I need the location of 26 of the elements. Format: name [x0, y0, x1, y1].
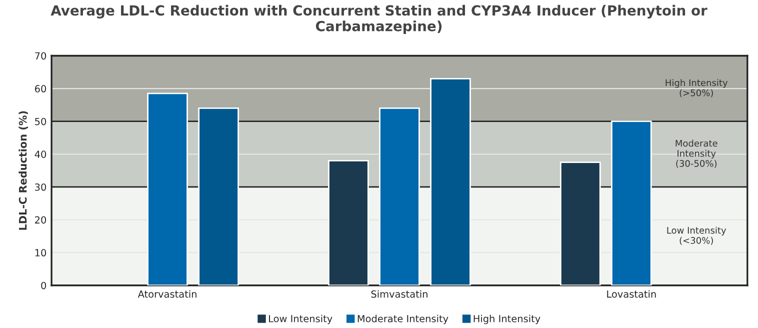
y-tick-label: 0	[41, 282, 46, 290]
bar	[379, 108, 420, 286]
y-tick-label: 30	[35, 183, 46, 191]
band-label: Low Intensity (<30%)	[667, 226, 726, 245]
legend-label: Moderate Intensity	[358, 314, 448, 324]
chart-title: Average LDL-C Reduction with Concurrent Statin and CYP3A4 Inducer (Phenytoin or Carbamazepine)	[50, 4, 708, 34]
bar	[328, 160, 369, 286]
y-tick-label: 10	[35, 249, 46, 256]
y-axis-title: LDL-C Reduction (%)	[18, 111, 28, 230]
y-tick-label: 40	[34, 150, 46, 158]
bar	[611, 120, 652, 286]
y-tick-label: 60	[34, 85, 46, 92]
y-tick-label: 20	[35, 216, 46, 224]
x-tick-label: Simvastatin	[371, 290, 428, 298]
legend-label: High Intensity	[474, 314, 540, 324]
bar	[198, 108, 239, 286]
band-label: Moderate Intensity (30-50%)	[676, 140, 718, 168]
legend-label: Low Intensity	[269, 314, 332, 324]
band-label: High Intensity (>50%)	[666, 79, 728, 98]
y-tick-label: 70	[35, 52, 46, 60]
x-tick-label: Atorvastatin	[138, 290, 196, 298]
bar	[147, 92, 188, 286]
bar	[560, 162, 601, 286]
x-tick-label: Lovastatin	[607, 290, 656, 298]
y-tick-label: 50	[35, 118, 46, 126]
bar	[430, 78, 471, 286]
